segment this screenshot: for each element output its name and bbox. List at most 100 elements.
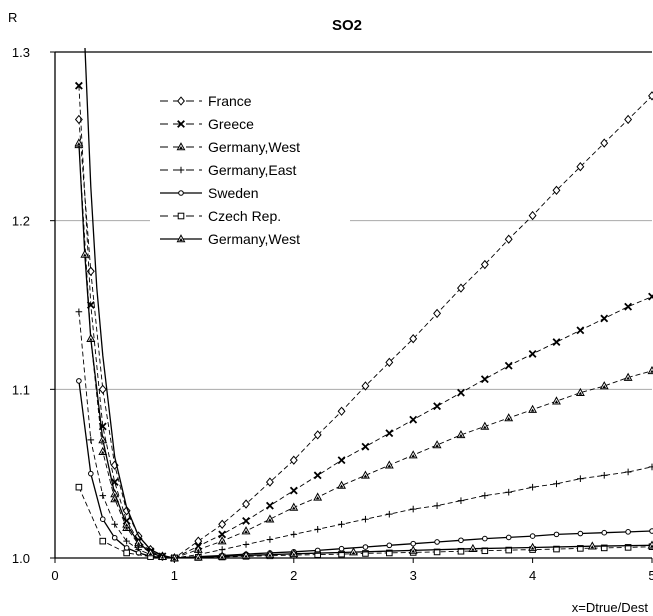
data-point xyxy=(289,455,298,465)
data-point xyxy=(314,551,321,558)
data-point xyxy=(528,349,537,358)
data-point-inner xyxy=(459,433,463,437)
data-point xyxy=(553,480,560,488)
data-point xyxy=(577,475,584,483)
series-6 xyxy=(74,138,653,562)
data-point xyxy=(624,468,632,476)
data-point xyxy=(504,361,513,370)
data-point xyxy=(337,406,346,416)
data-point xyxy=(87,436,95,444)
data-point xyxy=(362,544,369,550)
data-point xyxy=(648,463,653,471)
data-point-inner xyxy=(530,546,535,550)
data-point-inner xyxy=(268,518,272,522)
series-3 xyxy=(75,308,653,562)
data-point-inner xyxy=(124,526,129,530)
data-point-inner xyxy=(148,551,153,555)
data-point xyxy=(457,283,465,293)
data-point xyxy=(242,499,250,509)
data-point xyxy=(218,519,227,529)
data-point-inner xyxy=(77,142,81,146)
legend-item: Germany,East xyxy=(160,162,297,178)
data-point-inner xyxy=(650,544,653,548)
y-tick-label: 1.1 xyxy=(12,382,30,397)
data-point-inner xyxy=(483,425,487,429)
data-point xyxy=(265,501,274,510)
data-point xyxy=(111,534,118,541)
data-point xyxy=(99,492,107,499)
axes xyxy=(50,51,653,563)
data-point xyxy=(553,545,560,553)
data-point xyxy=(178,190,184,196)
data-point-inner xyxy=(160,555,165,559)
data-point xyxy=(111,520,118,528)
data-point xyxy=(600,544,608,552)
data-point xyxy=(577,545,584,552)
data-point xyxy=(529,483,536,491)
data-point xyxy=(505,534,512,541)
data-point-inner xyxy=(136,541,141,545)
data-point xyxy=(338,550,345,558)
data-point-inner xyxy=(471,547,475,551)
data-point xyxy=(601,529,608,536)
data-point-inner xyxy=(590,545,595,549)
data-point xyxy=(409,415,418,424)
data-point-inner xyxy=(292,506,296,510)
tick-labels: 0 1 2 3 4 5 1.0 1.1 1.2 1.3 xyxy=(12,45,653,583)
data-point xyxy=(177,166,185,174)
data-point xyxy=(433,402,442,411)
legend-item: Czech Rep. xyxy=(160,208,281,224)
data-point xyxy=(600,138,609,148)
data-point xyxy=(177,120,185,128)
data-point xyxy=(75,308,83,316)
data-point xyxy=(529,533,536,539)
data-point xyxy=(648,91,653,101)
data-point xyxy=(433,308,442,319)
data-point-inner xyxy=(554,400,559,404)
data-point xyxy=(648,292,653,301)
data-point xyxy=(88,470,94,477)
data-point-inner xyxy=(100,450,105,454)
data-point xyxy=(409,505,417,513)
data-point-inner xyxy=(100,438,105,442)
data-point xyxy=(625,529,631,535)
legend-label: Greece xyxy=(208,116,254,132)
data-point xyxy=(313,471,322,480)
data-point xyxy=(98,384,107,395)
data-point xyxy=(649,528,653,534)
data-point xyxy=(552,185,561,195)
data-point-inner xyxy=(530,408,535,412)
gridlines xyxy=(55,220,652,390)
data-point xyxy=(409,334,418,344)
series-line xyxy=(78,380,653,559)
data-point xyxy=(386,549,393,557)
legend-item: France xyxy=(160,93,252,109)
legend: France Greece Germany,West Germany,East Swed… xyxy=(150,88,350,253)
data-point xyxy=(362,515,369,523)
data-point xyxy=(123,549,130,557)
data-point-inner xyxy=(578,391,583,395)
data-point xyxy=(480,259,489,270)
data-point xyxy=(553,531,560,538)
data-point xyxy=(458,537,464,544)
data-point-inner xyxy=(112,497,117,501)
x-tick-label: 1 xyxy=(171,568,178,583)
data-point xyxy=(338,545,345,552)
data-point xyxy=(576,162,585,172)
x-tick-label: 0 xyxy=(51,568,58,583)
series-7 xyxy=(84,48,175,559)
data-point-inner xyxy=(351,551,356,555)
y-axis-label: R xyxy=(8,10,17,25)
data-point-inner xyxy=(602,384,607,388)
legend-label: France xyxy=(208,93,252,109)
data-point xyxy=(385,357,394,368)
data-point-inner xyxy=(196,548,201,552)
data-point-inner xyxy=(179,146,183,149)
data-point-inner xyxy=(435,443,439,447)
data-point xyxy=(482,535,488,542)
data-point-inner xyxy=(172,557,177,560)
data-point xyxy=(457,388,465,397)
data-point xyxy=(314,526,321,533)
x-tick-label: 3 xyxy=(410,568,417,583)
